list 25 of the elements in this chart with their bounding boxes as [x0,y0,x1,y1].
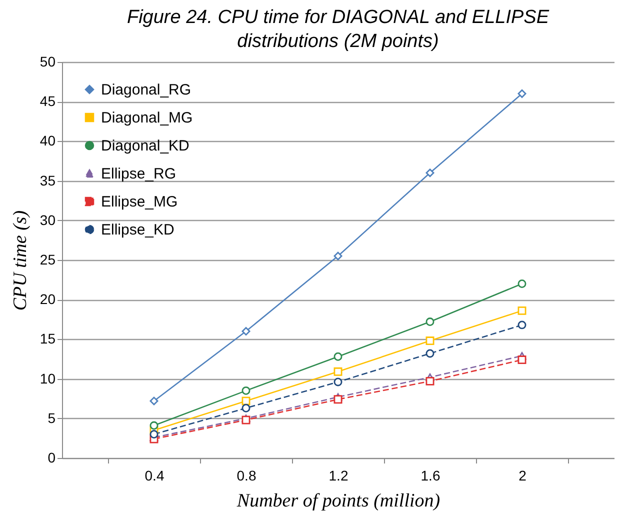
x-tick-label: 1.2 [328,468,348,484]
legend-label: Ellipse_KD [101,222,175,238]
x-axis-title: Number of points (million) [236,490,440,512]
y-tick-label: 25 [40,252,56,268]
chart-title: Figure 24. CPU time for DIAGONAL and ELLIPSE distributions (2M points) [126,7,550,52]
x-tick-label: 2 [518,468,527,484]
y-tick-label: 15 [40,330,56,347]
x-tick-label: 1.6 [420,468,440,484]
y-tick-label: 45 [40,93,56,110]
legend-label: Ellipse_MG [101,194,178,210]
legend-label: Diagonal_RG [101,82,192,98]
y-tick-label: 5 [48,410,56,426]
x-tick-label: 0.8 [236,468,256,484]
y-tick-label: 10 [40,370,56,386]
legend-label: Diagonal_MG [101,110,193,126]
y-tick-label: 40 [40,132,56,149]
y-tick-label: 30 [40,212,56,228]
y-axis-title: CPU time (s) [10,210,31,311]
y-tick-label: 35 [40,172,56,188]
legend-label: Ellipse_RG [101,166,176,182]
y-tick-label: 0 [48,450,56,466]
y-tick-label: 20 [40,291,56,308]
x-tick-label: 0.4 [144,468,164,484]
y-tick-label: 50 [40,54,56,70]
legend-label: Diagonal_KD [101,138,190,154]
